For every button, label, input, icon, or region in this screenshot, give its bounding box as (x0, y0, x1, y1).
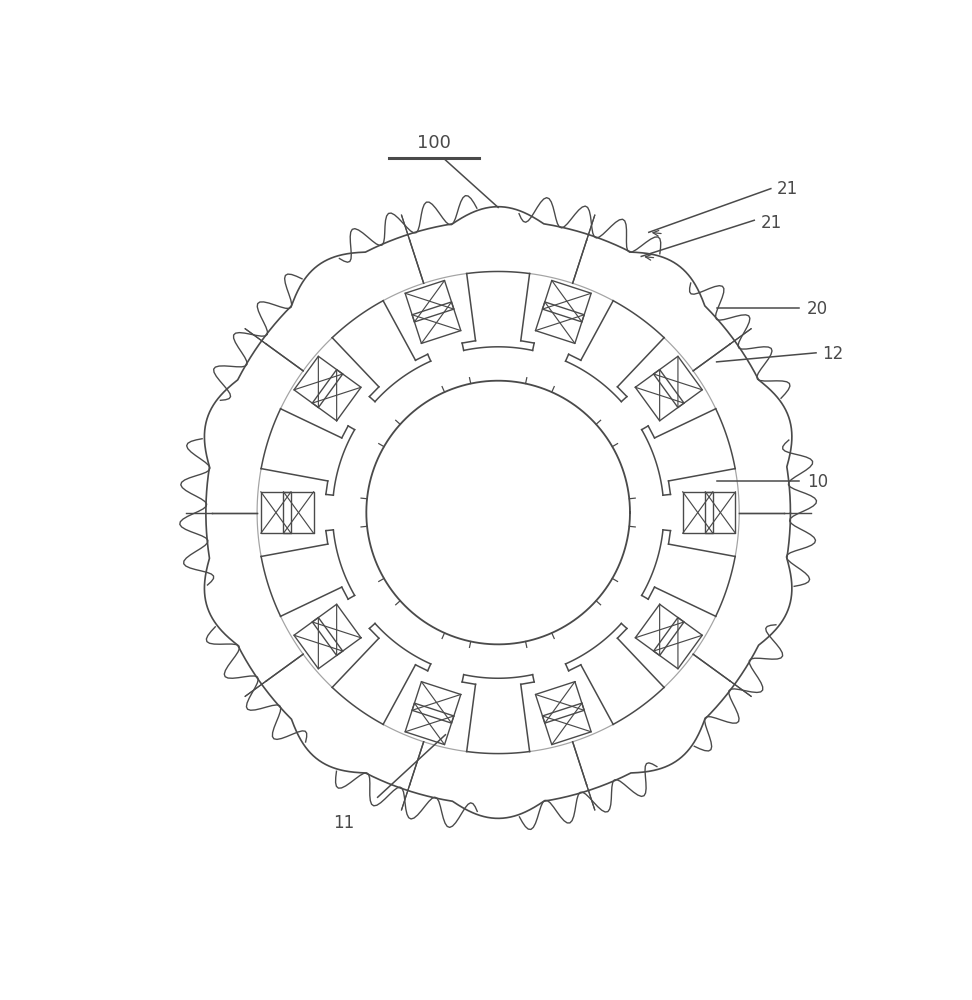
Text: 11: 11 (333, 814, 355, 832)
Text: 20: 20 (807, 300, 828, 318)
Text: 12: 12 (822, 345, 844, 363)
Text: 21: 21 (777, 180, 798, 198)
Text: 21: 21 (760, 214, 781, 232)
Text: 10: 10 (807, 473, 828, 491)
Text: 100: 100 (417, 134, 451, 152)
